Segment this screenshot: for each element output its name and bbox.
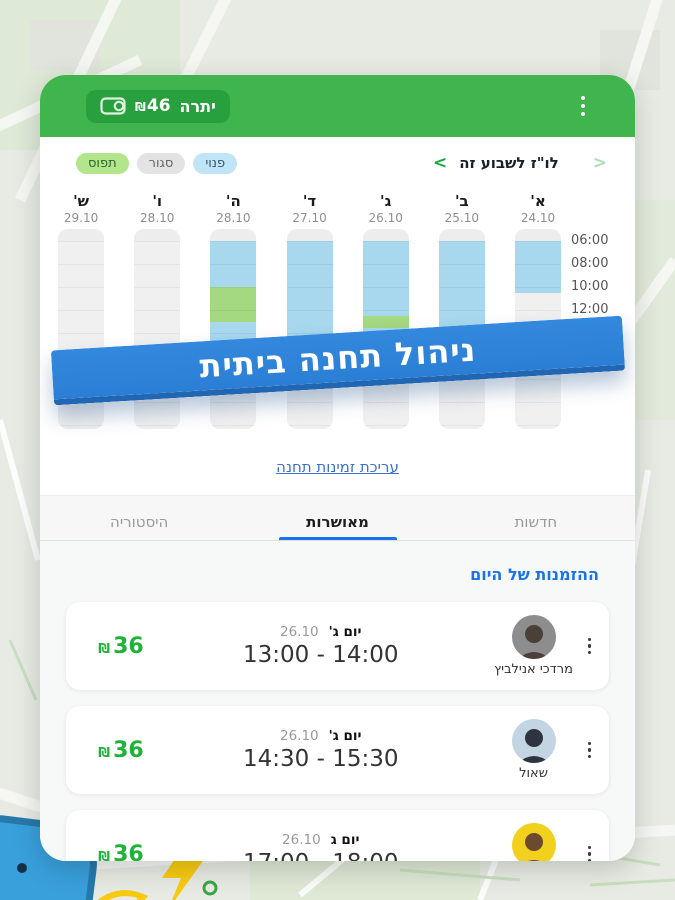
day-date: 24.10 [520,211,556,225]
day-letter: ב' [454,192,469,210]
booking-time: 17:00 - 18:00 [158,850,484,861]
booking-kebab-icon[interactable] [580,838,600,861]
week-navigation: < לו"ז לשבוע זה > [433,150,607,176]
day-column: ב' 25.10 [438,192,485,429]
balance-amount: ₪ 46 [135,96,171,116]
kebab-menu-icon[interactable] [575,90,591,122]
prev-week-chevron-icon[interactable]: < [432,153,448,173]
segment-cap [286,229,333,241]
booking-price: ₪ 36 [98,633,144,659]
day-column: ג' 26.10 [362,192,409,429]
segment-cap [515,229,561,241]
segment-cap [58,229,105,241]
app-card: ₪ 46 יתרה תפוס סגור פנוי < לו"ז לשבוע זה … [40,75,635,861]
avatar [511,718,556,763]
day-date: 29.10 [63,211,99,225]
day-letter: ג' [380,192,392,210]
segment-cap [362,229,409,241]
time-tick: 10:00 [571,279,609,294]
day-date: 28.10 [216,211,251,225]
booking-card[interactable]: מרדכי אנילביץ יום ג' 26.10 13:00 - 14:00… [66,602,609,690]
booking-date: 26.10 [279,728,319,744]
balance-label: יתרה [179,96,216,116]
day-letter: א' [530,192,546,210]
booking-day: יום ג' [328,728,362,744]
legend-free: פנוי [193,153,238,174]
segment-cap [134,229,181,241]
day-availability-bar [286,229,333,429]
booking-day: יום ג' [328,624,362,640]
promo-ribbon-text: ניהול תחנה ביתית [198,330,478,385]
tab-history[interactable]: היסטוריה [110,513,169,531]
booking-time: 14:30 - 15:30 [243,746,399,772]
day-date: 26.10 [368,211,403,225]
segment-free [362,241,409,316]
time-tick: 08:00 [571,256,609,271]
chart-legend: תפוס סגור פנוי [76,153,238,174]
day-date: 27.10 [292,211,327,225]
booking-price: ₪ 36 [98,737,144,763]
booking-time: 13:00 - 14:00 [243,642,399,668]
segment-free [210,241,257,287]
booking-kebab-icon[interactable] [580,630,600,663]
tab-new[interactable]: חדשות [514,513,558,531]
booking-date: 26.10 [282,832,321,848]
day-letter: ה' [225,192,241,210]
avatar [511,822,556,861]
day-letter: ו' [152,192,163,210]
booking-customer-name: שאול [519,765,548,781]
booking-kebab-icon[interactable] [580,734,600,767]
day-date: 28.10 [140,211,175,225]
booking-day: יום ג [330,832,360,848]
day-availability-bar [210,229,257,429]
legend-busy: תפוס [76,153,129,174]
booking-card[interactable]: שאול יום ג' 26.10 14:30 - 15:30 ₪ 36 [66,706,609,794]
booking-customer-name: מרדכי אנילביץ [494,661,573,677]
segment-closed [134,241,181,429]
day-date: 25.10 [444,211,480,225]
booking-date: 26.10 [279,624,319,640]
tab-bar: חדשות מאושרות היסטוריה [40,495,635,541]
time-tick: 12:00 [571,302,609,317]
app-header: ₪ 46 יתרה [40,75,635,137]
wallet-icon [100,97,126,115]
legend-closed: סגור [136,153,186,174]
time-tick: 06:00 [571,233,609,248]
day-letter: ד' [302,192,317,210]
balance-badge[interactable]: ₪ 46 יתרה [86,89,230,123]
tab-approved[interactable]: מאושרות [238,496,436,540]
day-column: ד' 27.10 [286,192,333,429]
segment-free [515,241,561,293]
next-week-chevron-icon[interactable]: > [592,153,607,173]
segment-busy [362,316,409,328]
segment-cap [210,229,257,241]
segment-busy [210,287,257,322]
edit-availability-link[interactable]: עריכת זמינות תחנה [276,458,399,476]
booking-card[interactable]: שי כהן יום ג 26.10 17:00 - 18:00 ₪ 36 [66,810,609,861]
day-letter: ש' [73,192,90,210]
avatar [511,614,556,659]
legend-week-row: תפוס סגור פנוי < לו"ז לשבוע זה > [40,150,635,188]
booking-price: ₪ 36 [98,841,144,862]
section-title: ההזמנות של היום [470,565,599,584]
week-title: לו"ז לשבוע זה [459,154,559,172]
day-column: א' 24.10 [515,192,561,429]
bookings-section: ההזמנות של היום מרדכי אנילביץ יום ג' 26.… [40,541,635,861]
segment-cap [438,229,485,241]
